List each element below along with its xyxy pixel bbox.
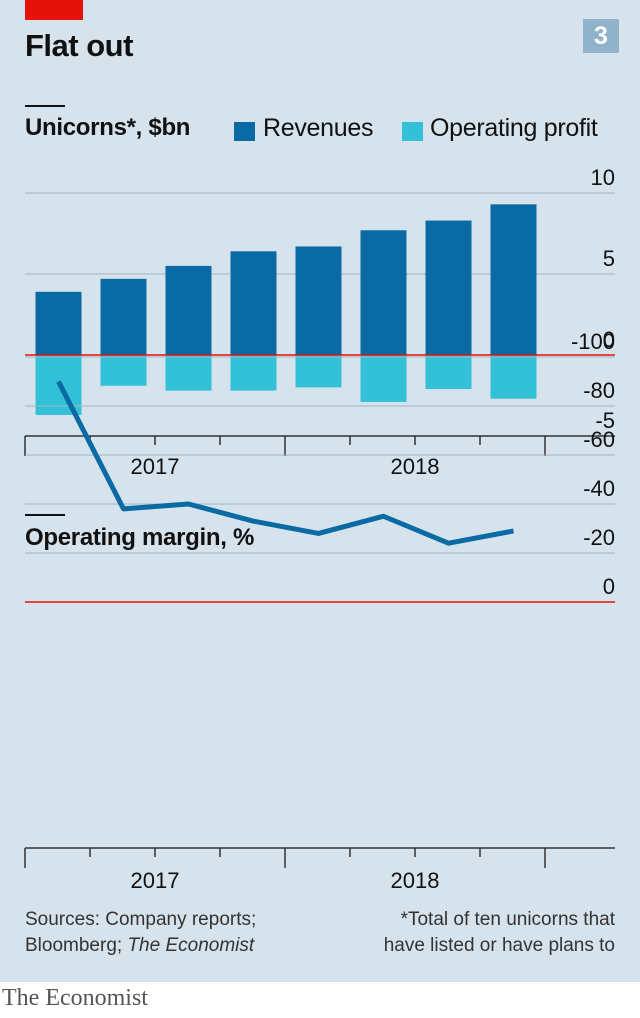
revenue-bar — [360, 230, 407, 355]
legend-label-operating-profit: Operating profit — [430, 114, 598, 142]
footnote: *Total of ten unicorns that have listed … — [384, 907, 615, 959]
line-x-year-label: 2018 — [391, 868, 440, 893]
revenue-bar — [295, 246, 342, 355]
chart-panel: Flat out 3 Unicorns*, $bn Revenues Opera… — [0, 0, 640, 982]
revenue-bar — [35, 291, 82, 355]
legend-swatch-revenues — [234, 122, 255, 141]
source-bloomberg: Bloomberg; — [25, 935, 128, 956]
revenue-bar — [425, 220, 472, 355]
operating-profit-bar — [165, 355, 212, 391]
operating-profit-bar — [425, 355, 472, 390]
operating-profit-bar — [100, 355, 147, 386]
operating-margin-line — [56, 380, 514, 546]
source-economist: The Economist — [127, 935, 255, 956]
section-rule-bottom — [25, 514, 65, 516]
line-chart-title: Operating margin, % — [25, 524, 255, 551]
legend-label-revenues: Revenues — [263, 114, 374, 142]
line-x-year-label: 2017 — [131, 868, 180, 893]
bar-chart-title: Unicorns*, $bn — [25, 114, 191, 141]
source-line-2: Bloomberg; The Economist — [25, 933, 256, 959]
revenue-bar — [230, 251, 277, 355]
section-rule-top — [25, 105, 65, 107]
operating-profit-bar — [230, 355, 277, 391]
chart-title: Flat out — [25, 28, 133, 63]
revenue-bar — [100, 278, 147, 355]
line-y-tick-label: -40 — [583, 476, 615, 501]
line-y-tick-label: -20 — [583, 525, 615, 550]
footnote-line-2: have listed or have plans to — [383, 935, 615, 956]
line-y-tick-label: -80 — [583, 378, 615, 403]
operating-profit-bar — [360, 355, 407, 402]
revenue-bar — [490, 204, 537, 355]
brand-wordmark: The Economist — [2, 985, 148, 1011]
revenue-bar — [165, 265, 212, 355]
source-line-1: Sources: Company reports; — [25, 909, 257, 930]
source-note: Sources: Company reports; Bloomberg; The… — [25, 907, 256, 959]
chart-number-badge: 3 — [583, 19, 619, 53]
footnote-line-1: *Total of ten unicorns that — [400, 909, 615, 930]
bar-y-tick-label: -5 — [595, 408, 615, 433]
bar-x-year-label: 2017 — [131, 454, 180, 479]
bar-y-tick-label: 0 — [603, 327, 615, 352]
operating-profit-bar — [295, 355, 342, 388]
bar-x-year-label: 2018 — [391, 454, 440, 479]
operating-profit-bar — [490, 355, 537, 399]
line-y-tick-label: -100 — [571, 329, 615, 354]
red-tab-decoration — [25, 0, 83, 20]
bar-y-tick-label: 10 — [591, 165, 615, 190]
bar-y-tick-label: 5 — [603, 246, 615, 271]
line-y-tick-label: 0 — [603, 574, 615, 599]
line-y-tick-label: -60 — [583, 427, 615, 452]
charts-svg: 10 5 0 -5 2017 2018 0 -20 -40 -60 -80 -100 2017 2018 — [24, 165, 615, 893]
legend-swatch-operating-profit — [402, 122, 423, 141]
